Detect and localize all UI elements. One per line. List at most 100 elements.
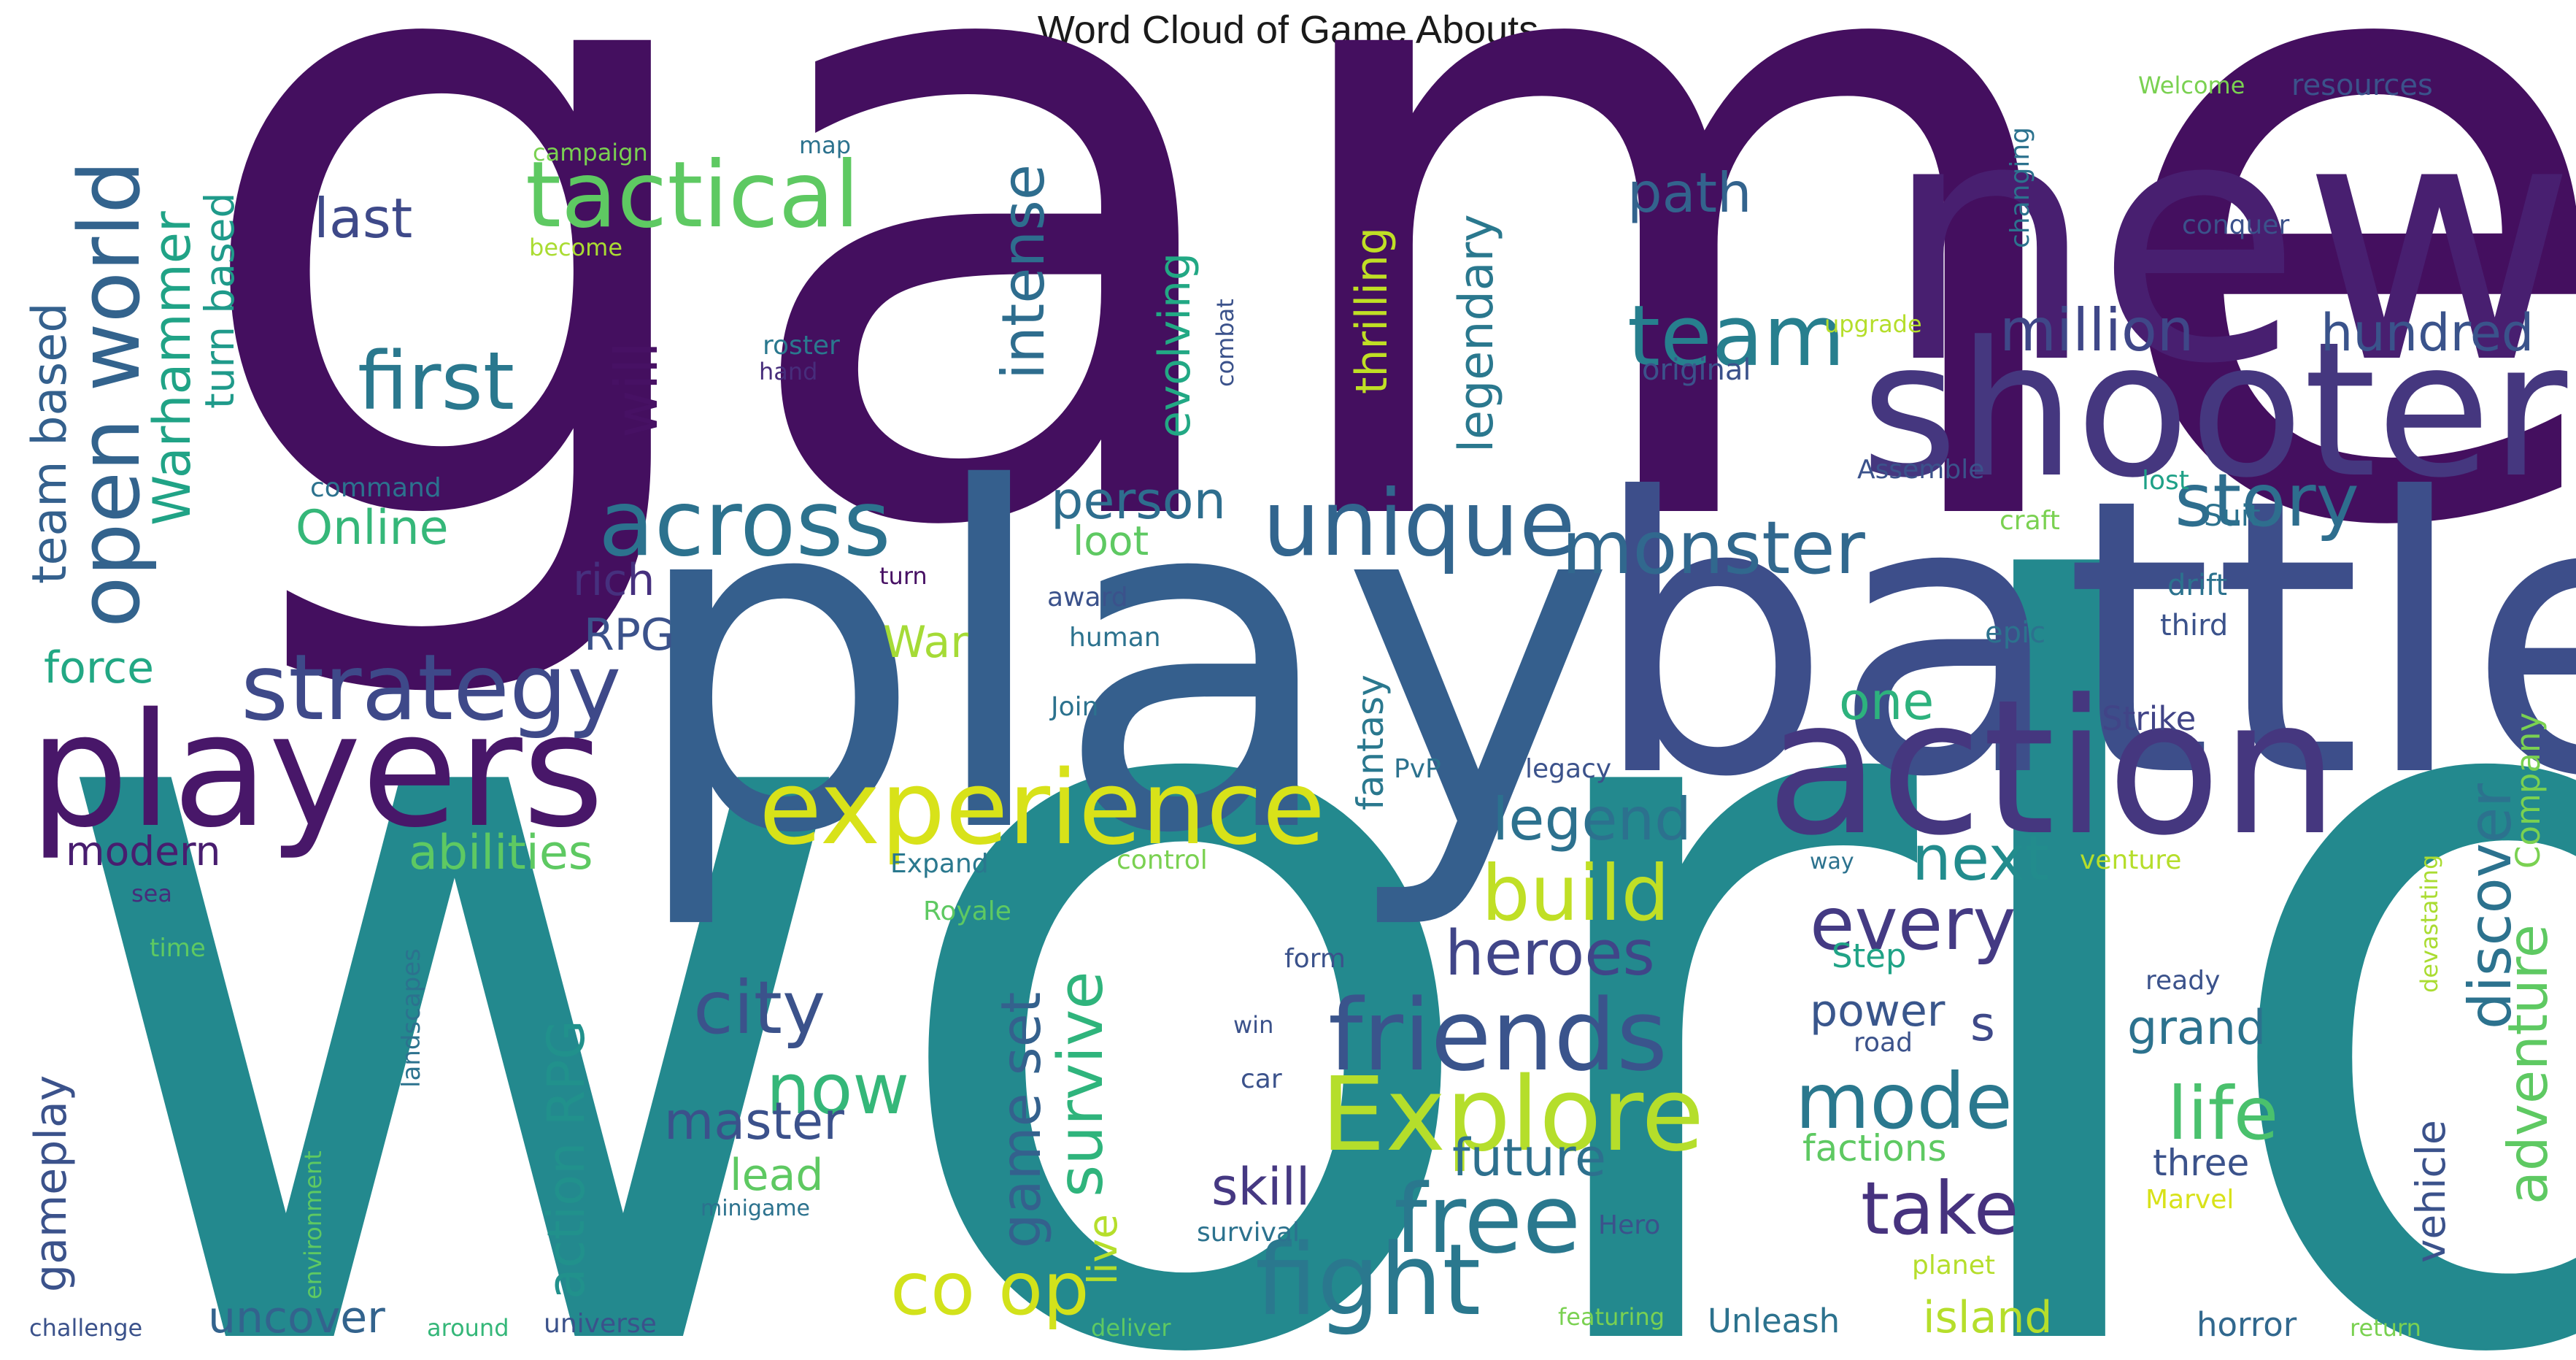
word-rpg: RPG	[584, 610, 674, 661]
word-original: original	[1642, 353, 1751, 387]
word-gameplay: gameplay	[26, 1075, 77, 1292]
word-team: team	[1627, 288, 1845, 385]
word-loot: loot	[1073, 518, 1149, 564]
word-become: become	[529, 234, 622, 261]
word-unleash: Unleash	[1708, 1302, 1840, 1340]
word-one: one	[1839, 672, 1934, 731]
word-craft: craft	[2000, 506, 2060, 536]
word-drift: drift	[2167, 569, 2227, 602]
word-challenge: challenge	[29, 1314, 142, 1342]
word-discover: discover	[2456, 783, 2524, 1029]
word-royale: Royale	[923, 896, 1011, 926]
word-s: s	[1970, 997, 1995, 1052]
word-action: action	[1766, 660, 2339, 877]
word-team-based: team based	[23, 303, 77, 585]
word-suit: Suit	[2204, 499, 2261, 533]
word-story: story	[2175, 458, 2359, 543]
word-featuring: featuring	[1558, 1303, 1665, 1331]
word-skill: skill	[1211, 1157, 1310, 1217]
word-battle: battle	[1591, 418, 2576, 860]
word-company: Company	[2509, 712, 2548, 869]
word-action-rpg: action RPG	[536, 1020, 596, 1299]
word-car: car	[1241, 1064, 1282, 1094]
word-thrilling: thrilling	[1346, 227, 1397, 394]
word-conquer: conquer	[2182, 210, 2289, 240]
word-deliver: deliver	[1091, 1314, 1171, 1342]
word-resources: resources	[2291, 69, 2433, 102]
word-three: three	[2153, 1142, 2249, 1184]
word-marvel: Marvel	[2145, 1185, 2234, 1215]
word-co-op: co op	[890, 1246, 1090, 1332]
word-legacy: legacy	[1525, 754, 1611, 784]
word-ready: ready	[2145, 966, 2220, 996]
word-way: way	[1810, 849, 1854, 875]
word-play: play	[628, 391, 1616, 935]
word-adventure: adventure	[2496, 924, 2560, 1205]
word-mode: mode	[1795, 1057, 2013, 1146]
word-epic: epic	[1985, 616, 2045, 650]
word-factions: factions	[1802, 1127, 1947, 1169]
word-pvp: PvP	[1394, 754, 1441, 784]
word-survive: survive	[1045, 971, 1117, 1197]
word-control: control	[1117, 845, 1208, 875]
word-open-world: open world	[61, 161, 159, 628]
word-warhammer: Warhammer	[142, 211, 202, 526]
word-road: road	[1854, 1028, 1913, 1058]
word-hundred: hundred	[2321, 303, 2534, 363]
word-sea: sea	[131, 880, 172, 907]
word-game-set: game set	[989, 992, 1053, 1248]
word-experience: experience	[759, 749, 1325, 868]
word-shooter: shooter	[1861, 302, 2567, 519]
word-turn-based: turn based	[196, 193, 243, 409]
word-island: island	[1923, 1292, 2052, 1343]
word-horror: horror	[2197, 1305, 2297, 1344]
word-players: players	[29, 679, 604, 862]
word-lead: lead	[730, 1150, 823, 1201]
word-person: person	[1051, 471, 1226, 531]
word-grand: grand	[2127, 1001, 2266, 1056]
word-award: award	[1047, 583, 1128, 612]
word-life: life	[2167, 1071, 2278, 1156]
word-next: next	[1912, 823, 2049, 895]
word-future: future	[1452, 1128, 1606, 1188]
word-now: now	[766, 1050, 909, 1130]
word-survival: survival	[1197, 1218, 1300, 1248]
word-form: form	[1284, 944, 1346, 974]
word-strike: Strike	[2102, 699, 2196, 738]
word-war: War	[883, 617, 968, 668]
word-universe: universe	[544, 1309, 657, 1339]
word-online: Online	[296, 501, 449, 556]
word-explore: Explore	[1321, 1056, 1704, 1175]
word-tactical: tactical	[525, 142, 860, 248]
word-map: map	[799, 131, 851, 159]
word-welcome: Welcome	[2138, 72, 2245, 99]
word-devastating: devastating	[2415, 855, 2443, 993]
word-minigame: minigame	[701, 1196, 810, 1221]
word-legendary: legendary	[1449, 214, 1504, 453]
word-take: take	[1861, 1166, 2018, 1251]
word-unique: unique	[1262, 471, 1576, 577]
word-friends: friends	[1328, 978, 1667, 1093]
word-heroes: heroes	[1445, 918, 1655, 990]
word-strategy: strategy	[241, 635, 621, 741]
word-hand: hand	[759, 358, 817, 385]
word-combat: combat	[1211, 299, 1239, 387]
word-rich: rich	[573, 555, 655, 606]
word-step: Step	[1832, 937, 1906, 975]
word-path: path	[1627, 161, 1752, 225]
word-join: Join	[1049, 692, 1098, 722]
word-live: live	[1079, 1214, 1126, 1285]
word-world: world	[36, 388, 2576, 1360]
word-return: return	[2350, 1314, 2421, 1342]
word-build: build	[1481, 849, 1670, 938]
word-game: game	[182, 0, 2576, 715]
word-force: force	[44, 642, 154, 694]
word-master: master	[664, 1091, 844, 1151]
word-environment: environment	[299, 1150, 327, 1299]
word-last: last	[314, 186, 412, 250]
word-uncover: uncover	[208, 1292, 385, 1343]
word-third: third	[2160, 609, 2228, 642]
word-across: across	[598, 471, 891, 577]
word-assemble: Assemble	[1857, 455, 1984, 485]
